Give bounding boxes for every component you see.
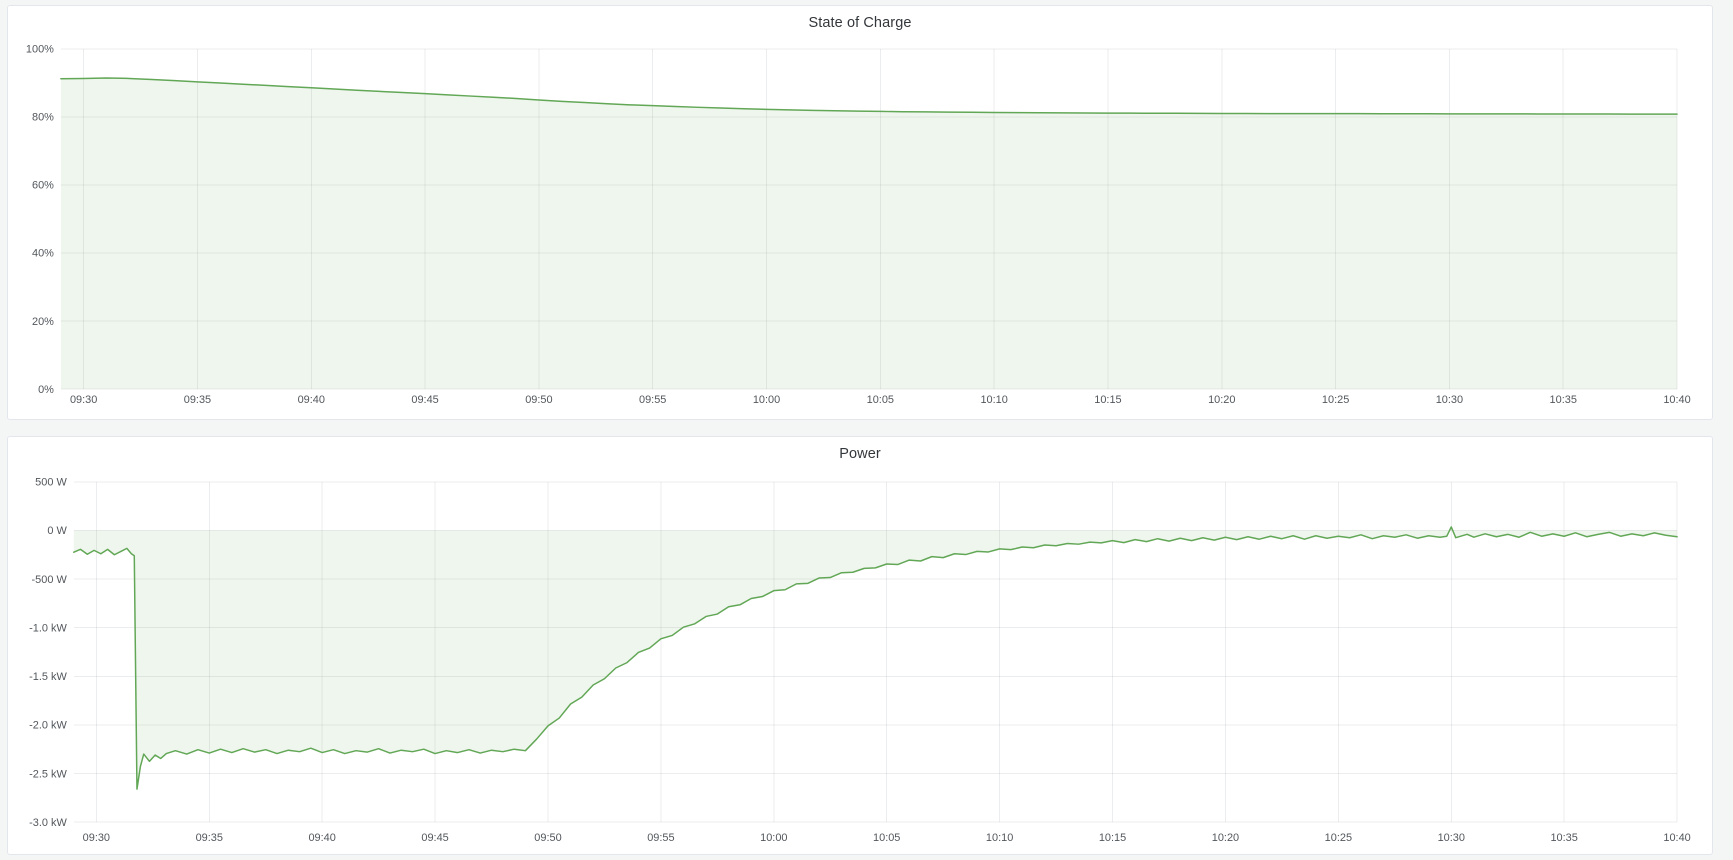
y-tick-label: -2.0 kW bbox=[29, 720, 67, 732]
x-tick-label: 10:40 bbox=[1663, 394, 1690, 406]
y-tick-label: -1.0 kW bbox=[29, 622, 67, 634]
x-tick-label: 09:35 bbox=[184, 394, 211, 406]
x-tick-label: 10:10 bbox=[986, 832, 1013, 844]
x-tick-label: 10:20 bbox=[1208, 394, 1235, 406]
x-tick-label: 09:35 bbox=[196, 832, 223, 844]
y-tick-label: 80% bbox=[32, 112, 54, 124]
x-tick-label: 09:50 bbox=[525, 394, 552, 406]
x-tick-label: 09:30 bbox=[70, 394, 97, 406]
y-tick-label: 0 W bbox=[47, 525, 67, 537]
power-chart[interactable]: 500 W 0 W -500 W -1.0 kW -1.5 kW -2.0 kW -2.5 … bbox=[8, 437, 1712, 854]
x-tick-label: 10:15 bbox=[1099, 832, 1126, 844]
y-tick-label: 40% bbox=[32, 248, 54, 260]
panel-title-state-of-charge: State of Charge bbox=[808, 15, 912, 31]
x-tick-label: 10:40 bbox=[1663, 832, 1690, 844]
series-area bbox=[60, 78, 1678, 390]
x-tick-label: 10:25 bbox=[1325, 832, 1352, 844]
x-tick-label: 09:45 bbox=[411, 394, 438, 406]
series-line bbox=[60, 77, 1678, 115]
x-tick-label: 10:20 bbox=[1212, 832, 1239, 844]
x-tick-label: 09:40 bbox=[298, 394, 325, 406]
x-tick-label: 09:30 bbox=[83, 832, 110, 844]
y-tick-label: 100% bbox=[26, 44, 54, 56]
x-tick-label: 09:55 bbox=[647, 832, 674, 844]
x-tick-label: 09:50 bbox=[534, 832, 561, 844]
x-tick-label: 10:05 bbox=[873, 832, 900, 844]
x-tick-label: 10:10 bbox=[980, 394, 1007, 406]
y-tick-label: -2.5 kW bbox=[29, 768, 67, 780]
series-area bbox=[73, 526, 1678, 790]
x-tick-label: 10:00 bbox=[753, 394, 780, 406]
x-tick-label: 10:15 bbox=[1094, 394, 1121, 406]
x-tick-label: 10:00 bbox=[760, 832, 787, 844]
x-tick-label: 10:35 bbox=[1550, 832, 1577, 844]
panel-title-power: Power bbox=[839, 446, 881, 462]
x-tick-label: 09:55 bbox=[639, 394, 666, 406]
y-tick-label: 20% bbox=[32, 316, 54, 328]
y-tick-label: 60% bbox=[32, 180, 54, 192]
x-tick-label: 10:05 bbox=[867, 394, 894, 406]
y-tick-label: -3.0 kW bbox=[29, 817, 67, 829]
y-tick-label: -500 W bbox=[32, 574, 68, 586]
x-tick-label: 10:35 bbox=[1550, 394, 1577, 406]
panel-power: Power 500 W 0 W -500 W -1.0 kW -1.5 kW -2.0 k… bbox=[7, 436, 1713, 855]
state-of-charge-chart[interactable]: 0% 20% 40% 60% 80% 100% 09:30 09:35 09:40 09:45 09… bbox=[8, 6, 1712, 419]
x-tick-label: 09:45 bbox=[421, 832, 448, 844]
y-tick-label: 500 W bbox=[35, 477, 67, 489]
series-line bbox=[73, 526, 1678, 790]
y-tick-label: -1.5 kW bbox=[29, 671, 67, 683]
x-tick-label: 09:40 bbox=[308, 832, 335, 844]
x-tick-label: 10:30 bbox=[1438, 832, 1465, 844]
x-tick-label: 10:30 bbox=[1436, 394, 1463, 406]
x-tick-label: 10:25 bbox=[1322, 394, 1349, 406]
y-tick-label: 0% bbox=[38, 384, 54, 396]
panel-state-of-charge: State of Charge 0% 20% 40% 60% 80% 100% 09:30 0… bbox=[7, 5, 1713, 420]
